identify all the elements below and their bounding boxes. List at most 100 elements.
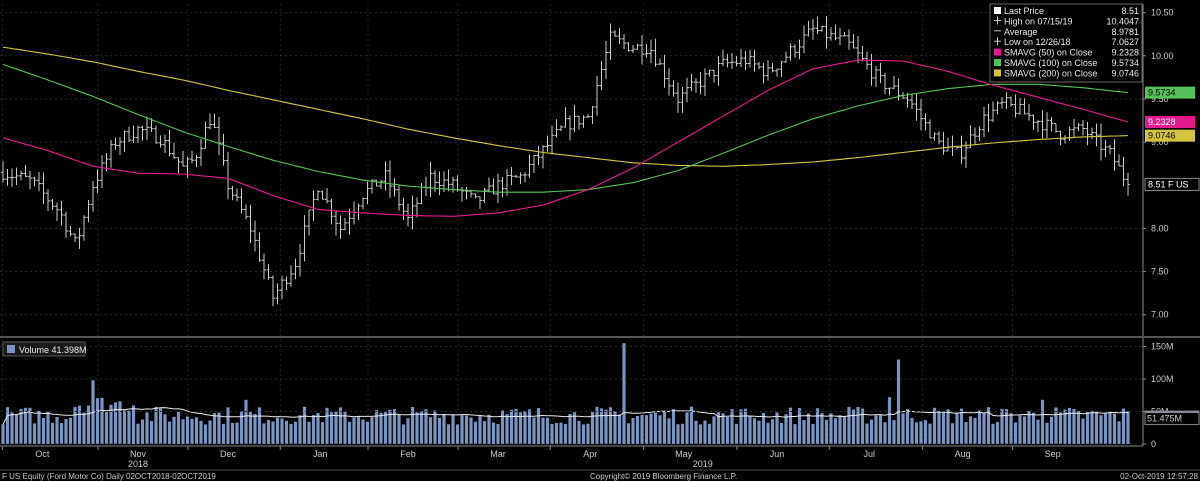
volume-bar [113, 402, 118, 444]
legend-value: 8.51 [1121, 6, 1139, 16]
volume-bar [685, 412, 689, 444]
volume-bar [829, 413, 833, 444]
price-bar [874, 66, 878, 87]
volume-bar [1013, 422, 1018, 444]
price-bar [1009, 96, 1013, 107]
price-bar [995, 101, 1000, 115]
price-bar [37, 172, 41, 192]
price-bar [136, 125, 140, 144]
volume-bar [352, 417, 356, 444]
volume-bar [221, 423, 226, 444]
price-bar [919, 99, 923, 131]
axis-value-tag-label: 9.5734 [1148, 88, 1176, 98]
volume-bar [509, 409, 514, 444]
volume-bar [788, 407, 793, 444]
volume-bar [761, 412, 766, 444]
price-bar [1112, 139, 1117, 171]
price-bar [446, 169, 451, 192]
price-bar [941, 131, 946, 155]
price-bar [883, 72, 887, 95]
price-bar [95, 169, 100, 194]
price-bar [239, 188, 244, 214]
price-bar [163, 134, 167, 153]
price-bar [730, 53, 734, 69]
volume-bar [941, 412, 946, 444]
volume-bar [910, 418, 914, 444]
price-bar [856, 36, 860, 64]
price-bar [478, 196, 482, 209]
price-bar [41, 172, 46, 205]
price-bar [68, 225, 73, 237]
price-bar [739, 48, 743, 68]
volume-bar [356, 416, 361, 444]
volume-bar [437, 417, 442, 444]
volume-bar [779, 423, 784, 444]
price-bar [172, 142, 176, 160]
price-bar [1027, 104, 1031, 121]
sma-50-line [2, 59, 1129, 217]
volume-bar [554, 423, 559, 444]
price-bar [635, 43, 640, 50]
volume-bar [1009, 413, 1013, 444]
price-bar [338, 215, 343, 239]
volume-bar [176, 411, 181, 444]
legend-label: Average [1004, 27, 1037, 37]
volume-bar [1117, 421, 1121, 444]
price-bar [914, 93, 919, 121]
price-bar [838, 27, 842, 46]
volume-bar [928, 423, 932, 444]
price-bar [1036, 119, 1040, 133]
price-bar [604, 40, 608, 79]
volume-bar [1049, 416, 1054, 444]
volume-bar [334, 411, 338, 444]
price-bar [154, 125, 158, 144]
price-bar [1045, 112, 1049, 138]
price-bar [46, 189, 50, 211]
price-bar [244, 204, 248, 220]
legend-marker [994, 48, 1001, 56]
price-bar [275, 283, 280, 305]
volume-bar [671, 408, 676, 444]
volume-bar [289, 423, 293, 444]
volume-bar [365, 421, 370, 444]
price-bar [109, 139, 113, 168]
volume-bar [712, 416, 716, 444]
price-bar [734, 56, 739, 67]
price-bar [28, 170, 32, 190]
price-bar [757, 61, 761, 70]
volume-bar [311, 415, 316, 444]
price-bar [131, 125, 136, 143]
price-bar [622, 34, 626, 50]
volume-bar [644, 415, 649, 444]
price-bar [1049, 116, 1054, 132]
volume-bar [109, 404, 113, 444]
price-tick-label: 7.00 [1151, 310, 1169, 320]
price-tick-label: 8.00 [1151, 223, 1169, 233]
volume-bar [293, 421, 298, 444]
volume-bar [1000, 408, 1004, 444]
price-bar [82, 215, 86, 241]
volume-bar [239, 411, 244, 444]
price-tick-label: 10.00 [1151, 51, 1174, 61]
volume-bar [568, 413, 572, 444]
price-bar [532, 154, 536, 173]
volume-bar [586, 423, 590, 444]
price-bar [559, 125, 563, 132]
price-bar [869, 53, 874, 86]
legend-label: High on 07/15/19 [1004, 16, 1073, 26]
legend-marker [994, 69, 1001, 77]
volume-bar [253, 413, 257, 444]
volume-bar [739, 409, 743, 444]
price-bar [973, 127, 977, 146]
volume-bar [473, 421, 478, 444]
volume-bar [635, 415, 640, 444]
volume-bar [725, 417, 730, 444]
volume-bar [469, 417, 473, 444]
volume-bar [856, 407, 860, 444]
price-bar [577, 115, 581, 130]
volume-bar [37, 410, 41, 444]
sma-200-line [2, 46, 1129, 167]
volume-bar [995, 422, 1000, 444]
price-bar [1022, 98, 1027, 115]
price-bar [887, 87, 892, 96]
